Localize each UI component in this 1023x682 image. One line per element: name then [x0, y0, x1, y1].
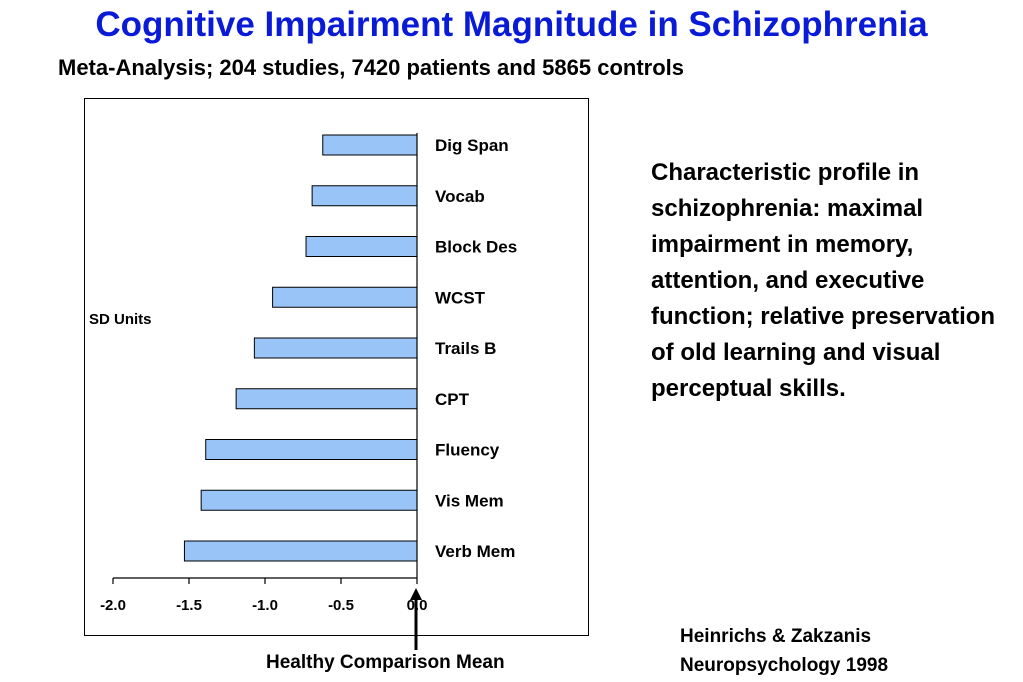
chart-panel: Dig Span Vocab Block Des WCST Trails B CPT Flu… — [84, 98, 589, 636]
bar-fluency — [205, 439, 418, 460]
bar-chart: Dig Span Vocab Block Des WCST Trails B CPT Flu… — [100, 133, 517, 614]
category-label: Verb Mem — [435, 542, 515, 561]
bar-block-des — [305, 236, 418, 257]
category-label: Block Des — [435, 238, 517, 257]
bar-wcst — [272, 286, 418, 308]
bar-dig-span — [322, 134, 418, 156]
x-tick-label: -0.5 — [328, 597, 354, 614]
profile-description: Characteristic profile in schizophrenia:… — [651, 159, 996, 402]
x-tick-label: -1.0 — [252, 597, 278, 614]
category-label: Vis Mem — [435, 491, 504, 510]
category-label: WCST — [435, 288, 486, 307]
bar-vis-mem — [200, 489, 418, 511]
category-label: Dig Span — [435, 136, 509, 155]
bar-cpt — [235, 388, 418, 410]
x-tick-label: -1.5 — [176, 597, 202, 614]
bar-verb-mem — [183, 540, 418, 562]
category-label: Trails B — [435, 339, 496, 358]
y-axis-label: SD Units — [89, 311, 152, 328]
citation-authors: Heinrichs & Zakzanis — [680, 626, 872, 647]
citation-journal: Neuropsychology 1998 — [680, 655, 889, 676]
bar-trails-b — [253, 337, 418, 359]
healthy-comparison-label: Healthy Comparison Mean — [266, 652, 505, 673]
category-label: Vocab — [435, 187, 485, 206]
x-tick-label: -2.0 — [100, 597, 126, 614]
page-subtitle: Meta-Analysis; 204 studies, 7420 patient… — [58, 55, 685, 80]
citation: Heinrichs & Zakzanis Neuropsychology 199… — [680, 622, 888, 680]
category-label: Fluency — [435, 441, 500, 460]
category-label: CPT — [435, 390, 470, 409]
up-arrow-icon — [408, 588, 424, 650]
page-title: Cognitive Impairment Magnitude in Schizo… — [95, 5, 928, 44]
bar-vocab — [311, 185, 418, 207]
